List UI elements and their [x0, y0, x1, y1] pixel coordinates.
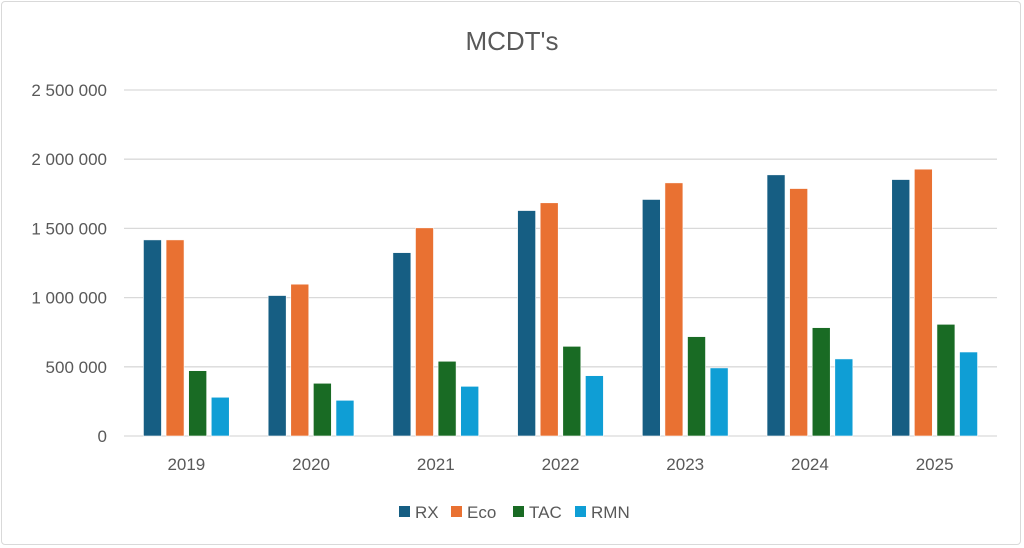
- y-tick-label: 500 000: [46, 358, 107, 377]
- y-tick-label: 1 500 000: [31, 219, 107, 238]
- bar-tac-2024: [811, 327, 831, 437]
- x-tick-label: 2024: [791, 455, 829, 474]
- bar-rx-2021: [392, 252, 412, 437]
- legend-swatch: [399, 506, 410, 517]
- bar-eco-2024: [789, 188, 808, 437]
- x-tick-label: 2022: [542, 455, 580, 474]
- bar-rx-2019: [143, 239, 162, 437]
- bar-tac-2020: [313, 382, 332, 437]
- x-tick-label: 2023: [666, 455, 704, 474]
- bar-tac-2023: [687, 336, 706, 437]
- bar-tac-2021: [437, 360, 457, 437]
- bar-rx-2023: [642, 199, 661, 437]
- legend-item-rmn: RMN: [575, 503, 630, 522]
- bar-tac-2019: [188, 370, 207, 437]
- y-tick-label: 2 000 000: [31, 150, 107, 169]
- bar-rx-2022: [517, 210, 536, 437]
- bar-tac-2025: [936, 324, 956, 437]
- y-tick-label: 2 500 000: [31, 81, 107, 100]
- bar-eco-2019: [165, 239, 185, 437]
- legend-swatch: [513, 506, 524, 517]
- bar-eco-2020: [290, 283, 310, 437]
- legend-label: Eco: [467, 503, 496, 522]
- bar-eco-2021: [415, 227, 434, 437]
- legend-label: TAC: [529, 503, 562, 522]
- x-tick-label: 2021: [417, 455, 455, 474]
- bar-eco-2022: [539, 202, 559, 437]
- bar-rmn-2025: [959, 351, 978, 437]
- bar-rmn-2019: [210, 396, 230, 437]
- legend-item-rx: RX: [399, 503, 439, 522]
- legend-swatch: [575, 506, 586, 517]
- bar-rmn-2022: [585, 375, 604, 437]
- bar-rx-2025: [891, 179, 911, 437]
- bar-rmn-2023: [709, 367, 729, 437]
- bar-rx-2024: [766, 174, 786, 437]
- bar-eco-2025: [914, 168, 933, 437]
- legend-item-tac: TAC: [513, 503, 562, 522]
- y-tick-label: 0: [98, 427, 107, 446]
- bar-rmn-2021: [460, 386, 479, 437]
- bar-tac-2022: [562, 346, 582, 437]
- x-tick-label: 2025: [916, 455, 954, 474]
- legend-label: RX: [415, 503, 439, 522]
- bar-eco-2023: [664, 182, 684, 437]
- legend-label: RMN: [591, 503, 630, 522]
- x-tick-label: 2020: [292, 455, 330, 474]
- bar-rx-2020: [267, 295, 287, 437]
- chart-title: MCDT's: [465, 26, 558, 56]
- y-tick-label: 1 000 000: [31, 289, 107, 308]
- bar-rmn-2020: [335, 399, 355, 437]
- x-tick-label: 2019: [167, 455, 205, 474]
- bar-rmn-2024: [834, 358, 854, 437]
- legend-swatch: [451, 506, 462, 517]
- legend-item-eco: Eco: [451, 503, 496, 522]
